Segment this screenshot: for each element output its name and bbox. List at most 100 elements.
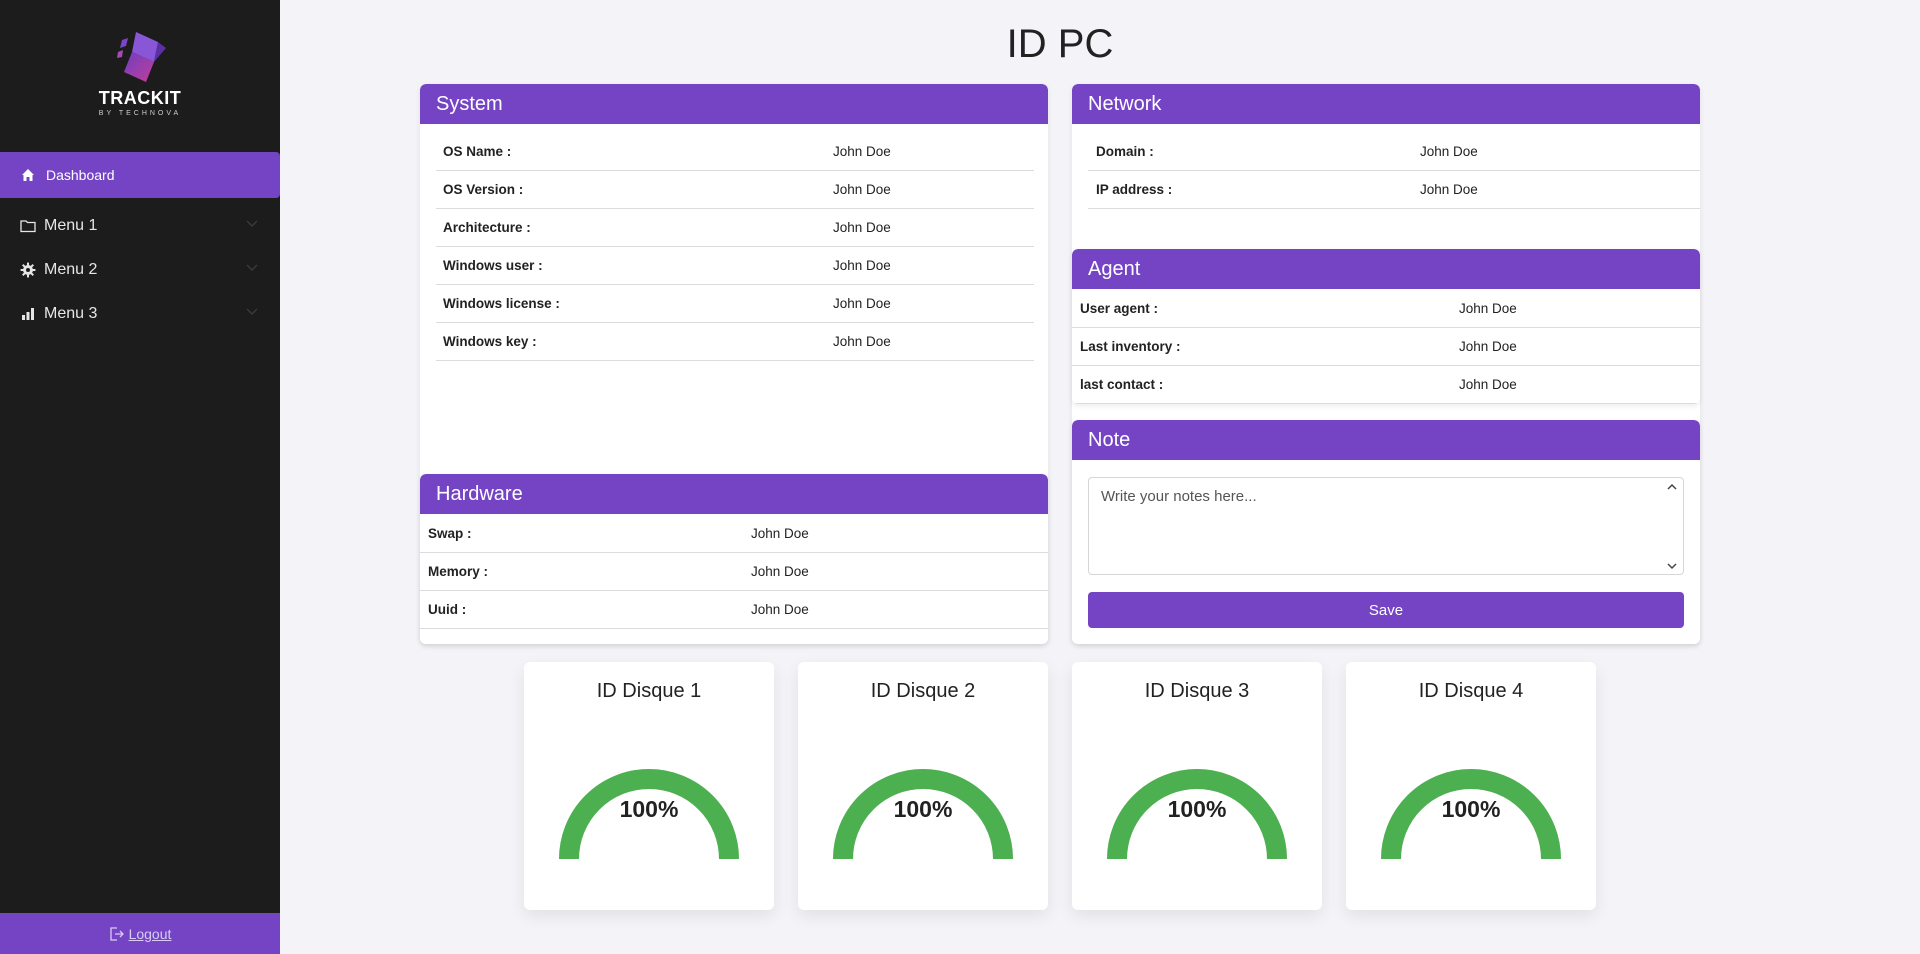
row-value: John Doe xyxy=(751,526,809,541)
disk-gauge xyxy=(1381,769,1561,860)
logout-icon xyxy=(109,926,124,941)
table-row: Domain : John Doe xyxy=(1088,133,1700,171)
row-key: Swap : xyxy=(428,526,472,541)
chevron-down-icon xyxy=(246,264,258,271)
notes-textarea[interactable] xyxy=(1088,477,1684,575)
row-key: IP address : xyxy=(1096,182,1173,197)
row-value: John Doe xyxy=(833,258,891,273)
row-value: John Doe xyxy=(1459,301,1517,316)
disk-title: ID Disque 1 xyxy=(596,680,702,702)
network-card-title: Network xyxy=(1072,84,1700,124)
table-row: Architecture : John Doe xyxy=(436,209,1034,247)
gear-icon xyxy=(18,260,38,280)
sidebar-item-menu-1[interactable]: Menu 1 xyxy=(0,206,280,246)
table-row: Memory : John Doe xyxy=(420,553,1048,591)
scroll-down-icon[interactable] xyxy=(1666,560,1678,572)
row-value: John Doe xyxy=(833,144,891,159)
row-value: John Doe xyxy=(751,602,809,617)
save-button[interactable]: Save xyxy=(1088,592,1684,628)
disk-card-3: ID Disque 3 100% xyxy=(1072,662,1322,910)
brand-logo: TRACKIT BY TECHNOVA xyxy=(0,30,280,117)
bar-chart-icon xyxy=(18,304,38,324)
row-value: John Doe xyxy=(833,334,891,349)
table-row: User agent : John Doe xyxy=(1072,290,1700,328)
row-key: Architecture : xyxy=(443,220,531,235)
row-value: John Doe xyxy=(833,296,891,311)
table-row: Uuid : John Doe xyxy=(420,591,1048,629)
disk-percent: 100% xyxy=(1167,796,1227,822)
logout-button[interactable]: Logout xyxy=(0,913,280,954)
table-row: last contact : John Doe xyxy=(1072,366,1700,404)
table-row: Swap : John Doe xyxy=(420,515,1048,553)
table-row: IP address : John Doe xyxy=(1088,171,1700,209)
disk-percent: 100% xyxy=(619,796,679,822)
sidebar-item-menu-2[interactable]: Menu 2 xyxy=(0,250,280,290)
disk-gauge xyxy=(1107,769,1287,860)
table-row: Last inventory : John Doe xyxy=(1072,328,1700,366)
row-value: John Doe xyxy=(1420,182,1478,197)
note-card: Note Save xyxy=(1072,420,1700,644)
row-value: John Doe xyxy=(1459,339,1517,354)
logo-icon xyxy=(117,32,166,82)
row-key: Domain : xyxy=(1096,144,1154,159)
hardware-card-title: Hardware xyxy=(420,474,1048,514)
row-key: OS Version : xyxy=(443,182,524,197)
table-row: OS Name : John Doe xyxy=(436,133,1034,171)
row-key: Last inventory : xyxy=(1080,339,1181,354)
sidebar-item-label: Menu 3 xyxy=(44,305,98,322)
disk-percent: 100% xyxy=(893,796,953,822)
gauge-fill xyxy=(1381,769,1561,860)
scroll-up-icon[interactable] xyxy=(1666,480,1678,492)
home-icon xyxy=(18,165,38,185)
row-value: John Doe xyxy=(1420,144,1478,159)
sidebar-item-menu-3[interactable]: Menu 3 xyxy=(0,294,280,334)
table-row: OS Version : John Doe xyxy=(436,171,1034,209)
network-table: Domain : John Doe IP address : John Doe xyxy=(1088,133,1700,209)
disk-card-2: ID Disque 2 100% xyxy=(798,662,1048,910)
page-title: ID PC xyxy=(1006,22,1114,66)
gauge-fill xyxy=(1107,769,1287,860)
chevron-down-icon xyxy=(246,220,258,227)
note-card-title: Note xyxy=(1072,420,1700,460)
sidebar-item-label: Menu 2 xyxy=(44,261,98,278)
row-key: OS Name : xyxy=(443,144,512,159)
disk-card-4: ID Disque 4 100% xyxy=(1346,662,1596,910)
gauge-fill xyxy=(833,769,1013,860)
disk-gauge xyxy=(559,769,739,860)
disk-gauge xyxy=(833,769,1013,860)
row-value: John Doe xyxy=(833,220,891,235)
table-row: Windows user : John Doe xyxy=(436,247,1034,285)
logout-label: Logout xyxy=(128,925,172,942)
hardware-table: Swap : John Doe Memory : John Doe Uuid : Jo… xyxy=(420,515,1048,629)
row-key: Memory : xyxy=(428,564,489,579)
table-row: Windows license : John Doe xyxy=(436,285,1034,323)
system-card-title: System xyxy=(420,84,1048,124)
sidebar-item-label: Menu 1 xyxy=(44,217,98,234)
agent-card: Agent User agent : John Doe Last inventor… xyxy=(1072,249,1700,404)
system-table: OS Name : John Doe OS Version : John Doe A… xyxy=(436,133,1034,361)
disk-title: ID Disque 3 xyxy=(1144,680,1250,702)
row-value: John Doe xyxy=(751,564,809,579)
row-key: User agent : xyxy=(1080,301,1159,316)
row-value: John Doe xyxy=(833,182,891,197)
disk-percent: 100% xyxy=(1441,796,1501,822)
gauge-fill xyxy=(559,769,739,860)
hardware-card: Hardware Swap : John Doe Memory : John Doe… xyxy=(420,474,1048,644)
row-key: Windows key : xyxy=(443,334,537,349)
sidebar: TRACKIT BY TECHNOVA Dashboard Menu 1 xyxy=(0,0,280,954)
agent-card-title: Agent xyxy=(1072,249,1700,289)
agent-table: User agent : John Doe Last inventory : Joh… xyxy=(1072,290,1700,404)
disk-title: ID Disque 2 xyxy=(870,680,976,702)
row-key: last contact : xyxy=(1080,377,1164,392)
table-row: Windows key : John Doe xyxy=(436,323,1034,361)
chevron-down-icon xyxy=(246,308,258,315)
sidebar-item-label: Dashboard xyxy=(46,167,115,183)
folder-icon xyxy=(18,216,38,236)
brand-subtitle: BY TECHNOVA xyxy=(98,110,182,117)
sidebar-item-dashboard[interactable]: Dashboard xyxy=(0,152,280,198)
disk-title: ID Disque 4 xyxy=(1418,680,1524,702)
disk-card-1: ID Disque 1 100% xyxy=(524,662,774,910)
brand-title: TRACKIT xyxy=(98,88,182,108)
row-key: Windows user : xyxy=(443,258,543,273)
row-value: John Doe xyxy=(1459,377,1517,392)
